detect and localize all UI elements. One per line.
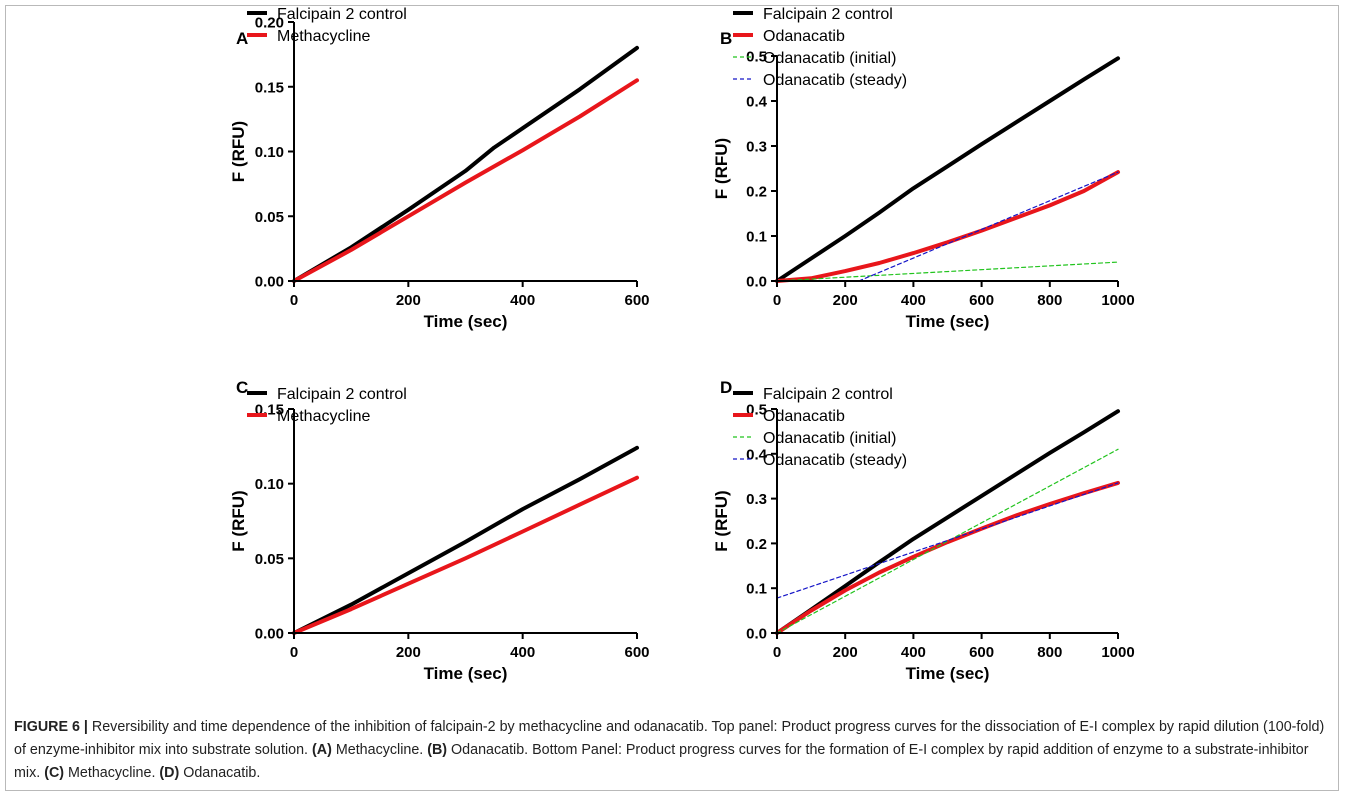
y-tick-label: 0.05 (255, 551, 284, 568)
series-line-falcipain-2-control (292, 445, 639, 635)
x-tick-label: 0 (290, 644, 298, 661)
y-tick-label: 0.05 (255, 209, 284, 226)
series-line-falcipain-2-control (775, 409, 1120, 635)
panel-label: C (236, 378, 248, 397)
legend-label-falcipain-2-control: Falcipain 2 control (277, 6, 407, 23)
y-tick-label: 0.3 (746, 139, 767, 156)
panel-a: 0.00 0.05 0.10 0.15 0.20 0 200 400 600 Time (sec)… (229, 6, 650, 331)
legend-label-odanacatib: Odanacatib (763, 28, 845, 45)
y-tick-label: 0.2 (746, 184, 767, 201)
caption-label-a: (A) (312, 742, 332, 758)
figure-caption: FIGURE 6 | Reversibility and time depend… (14, 716, 1334, 785)
x-axis-label: Time (sec) (906, 664, 990, 683)
figure-frame (5, 5, 1339, 791)
series-line-odanacatib-steady (858, 171, 1119, 282)
y-tick-label: 0.2 (746, 536, 767, 553)
y-axis-label: F (RFU) (229, 490, 248, 551)
legend-label-falcipain-2-control: Falcipain 2 control (277, 386, 407, 403)
legend-label-odanacatib: Odanacatib (763, 408, 845, 425)
y-tick-label: 0.1 (746, 581, 767, 598)
y-axis-label: F (RFU) (229, 121, 248, 182)
caption-label-b: (B) (427, 742, 448, 758)
y-tick-label: 0.3 (746, 491, 767, 508)
legend-label-odanacatib-initial: Odanacatib (initial) (763, 430, 896, 447)
y-tick-label: 0.5 (746, 49, 767, 66)
x-tick-label: 800 (1037, 292, 1062, 309)
caption-text-4: Methacycline. (64, 765, 160, 781)
x-tick-label: 0 (773, 644, 781, 661)
series-line-methacycline (292, 78, 639, 283)
caption-text-5: Odanacatib. (179, 765, 261, 781)
y-tick-label: 0.15 (255, 79, 284, 96)
x-tick-label: 400 (510, 644, 535, 661)
legend-label-odanacatib-steady: Odanacatib (steady) (763, 452, 907, 469)
x-tick-label: 600 (969, 644, 994, 661)
y-tick-label: 0.4 (746, 446, 768, 463)
y-tick-label: 0.00 (255, 274, 284, 291)
panel-label: B (720, 29, 732, 48)
x-tick-label: 400 (901, 644, 926, 661)
legend-label-falcipain-2-control: Falcipain 2 control (763, 386, 893, 403)
caption-text-3: Odanacatib. Bottom Panel: Product progre… (14, 742, 1309, 781)
x-tick-label: 400 (510, 292, 535, 309)
caption-label-c: (C) (44, 765, 65, 781)
legend-label-methacycline: Methacycline (277, 408, 370, 425)
x-tick-label: 600 (624, 292, 649, 309)
y-tick-label: 0.10 (255, 476, 284, 493)
x-tick-label: 600 (969, 292, 994, 309)
legend-label-odanacatib-initial: Odanacatib (initial) (763, 50, 896, 67)
series-line-falcipain-2-control (292, 45, 639, 283)
x-tick-label: 200 (396, 644, 421, 661)
x-tick-label: 0 (290, 292, 298, 309)
x-axis-label: Time (sec) (906, 312, 990, 331)
x-tick-label: 600 (624, 644, 649, 661)
x-tick-label: 0 (773, 292, 781, 309)
panel-label: A (236, 29, 248, 48)
caption-text-2: Methacycline. (331, 742, 428, 758)
x-tick-label: 1000 (1101, 644, 1134, 661)
y-tick-label: 0.00 (255, 626, 284, 643)
y-tick-label: 0.0 (746, 274, 767, 291)
series-line-odanacatib (775, 170, 1120, 283)
y-tick-label: 0.10 (255, 144, 284, 161)
y-tick-label: 0.0 (746, 626, 767, 643)
caption-label-d: (D) (159, 765, 180, 781)
y-tick-label: 0.20 (255, 15, 284, 32)
series-line-falcipain-2-control (775, 56, 1120, 283)
x-axis-label: Time (sec) (424, 664, 508, 683)
y-tick-label: 0.4 (746, 94, 768, 111)
x-tick-label: 200 (833, 644, 858, 661)
x-tick-label: 1000 (1101, 292, 1134, 309)
x-axis-label: Time (sec) (424, 312, 508, 331)
series-line-odanacatib-steady (776, 482, 1119, 599)
x-tick-label: 800 (1037, 644, 1062, 661)
x-tick-label: 200 (833, 292, 858, 309)
caption-text-1: Reversibility and time dependence of the… (14, 719, 1325, 758)
series-line-odanacatib (775, 480, 1120, 635)
legend-label-odanacatib-steady: Odanacatib (steady) (763, 72, 907, 89)
legend-label-falcipain-2-control: Falcipain 2 control (763, 6, 893, 23)
series-line-odanacatib-initial (776, 261, 1119, 282)
y-axis-label: F (RFU) (712, 490, 731, 551)
x-tick-label: 200 (396, 292, 421, 309)
y-tick-label: 0.1 (746, 229, 767, 246)
panel-label: D (720, 378, 732, 397)
legend-label-methacycline: Methacycline (277, 28, 370, 45)
panel-d: 0.00.10.20.30.40.50 200 400 600 800 1000Time … (712, 378, 1135, 683)
series-line-methacycline (292, 475, 639, 635)
y-axis-label: F (RFU) (712, 138, 731, 199)
x-tick-label: 400 (901, 292, 926, 309)
panel-b: 0.0 0.1 0.2 0.3 0.4 0.5 0 200 400 600 800 1000 Time … (712, 6, 1135, 331)
caption-figure-label: FIGURE 6 | (14, 719, 88, 735)
series-line-odanacatib-initial (776, 448, 1119, 634)
